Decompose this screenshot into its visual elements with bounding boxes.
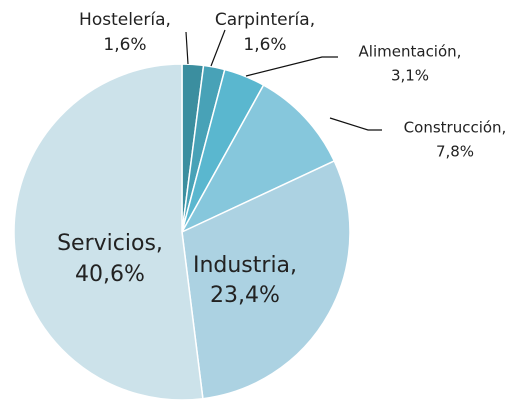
slice-value-label: 3,1% — [391, 67, 429, 85]
pie-slice — [180, 84, 336, 234]
leader-line — [185, 31, 189, 65]
leader-line — [329, 117, 382, 131]
pie-slice — [181, 159, 351, 400]
slice-label: Servicios, — [57, 231, 163, 256]
slice-label: Carpintería, — [215, 10, 315, 30]
slice-label: Alimentación, — [359, 43, 462, 61]
leader-line — [210, 29, 226, 67]
slice-value-label: 7,8% — [436, 143, 474, 161]
slice-value-label: 1,6% — [243, 35, 286, 55]
slice-value-label: 40,6% — [75, 262, 145, 287]
leader-line — [245, 56, 338, 77]
slice-label: Hostelería, — [79, 10, 171, 30]
slice-label: Construcción, — [404, 119, 507, 137]
slice-value-label: 23,4% — [210, 283, 280, 308]
slice-value-label: 1,6% — [103, 35, 146, 55]
pie-slice — [13, 63, 204, 401]
slice-label: Industria, — [193, 253, 297, 278]
